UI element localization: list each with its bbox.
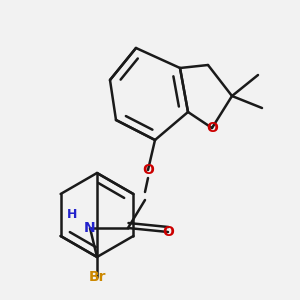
Text: N: N [84, 221, 96, 235]
Text: O: O [162, 225, 174, 239]
Text: Br: Br [88, 270, 106, 284]
Text: O: O [142, 163, 154, 177]
Text: H: H [67, 208, 77, 221]
Text: O: O [206, 121, 218, 135]
